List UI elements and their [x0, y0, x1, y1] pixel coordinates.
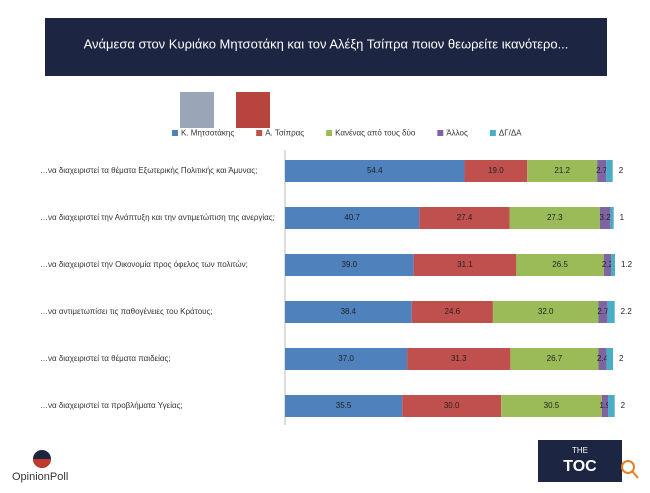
value-label: 37.0: [338, 354, 354, 363]
bar-segment: [411, 301, 493, 323]
value-label: 2.2: [621, 307, 633, 316]
bar-segment: [402, 395, 502, 417]
bar-segment: [599, 207, 611, 229]
bar-segment: [501, 395, 602, 417]
category-label: …να διαχειριστεί τα θέματα Εξωτερικής Πο…: [40, 166, 257, 175]
value-label: 30.0: [444, 401, 460, 410]
zoom-icon[interactable]: [631, 470, 639, 479]
bar-segment: [527, 160, 598, 182]
bar-segment: [285, 207, 420, 229]
bar-segment: [285, 301, 412, 323]
bar-segment: [611, 254, 615, 276]
logo-text: OpinionPoll: [12, 471, 68, 483]
bar-segment: [464, 160, 528, 182]
value-label: 1.9: [599, 401, 611, 410]
bar-segment: [603, 254, 612, 276]
chart-title: Ανάμεσα στον Κυριάκο Μητσοτάκη και τον Α…: [84, 36, 569, 51]
value-label: 19.0: [488, 166, 504, 175]
value-label: 2: [619, 166, 624, 175]
legend-label: Α. Τσίπρας: [265, 129, 304, 138]
value-label: 27.3: [547, 213, 563, 222]
bar-segment: [285, 348, 408, 370]
value-label: 39.0: [342, 260, 358, 269]
photo: [180, 92, 214, 128]
value-label: 2.2: [602, 260, 614, 269]
value-label: 2: [619, 354, 624, 363]
logo-box: [538, 440, 622, 482]
value-label: 38.4: [341, 307, 357, 316]
legend-swatch: [326, 130, 333, 136]
photo: [236, 92, 270, 128]
value-label: 2: [621, 401, 626, 410]
bar-segment: [285, 254, 414, 276]
legend-swatch: [489, 130, 496, 136]
category-label: …να διαχειριστεί τα προβλήματα Υγείας;: [40, 401, 183, 410]
bar-segment: [606, 160, 613, 182]
legend-label: ΔΓ/ΔΑ: [499, 129, 522, 138]
legend-swatch: [256, 130, 263, 136]
value-label: 1: [620, 213, 625, 222]
value-label: 31.3: [451, 354, 467, 363]
value-label: 26.7: [547, 354, 563, 363]
value-label: 1.2: [621, 260, 633, 269]
value-label: 40.7: [344, 213, 360, 222]
title-box: [45, 18, 607, 76]
legend-label: Άλλος: [446, 129, 468, 138]
bar-segment: [407, 348, 511, 370]
category-label: …να διαχειριστεί τα θέματα παιδείας;: [40, 354, 171, 363]
category-label: …να αντιμετωπίσει τις παθογένειες του Κρ…: [40, 307, 213, 316]
value-label: 30.5: [544, 401, 560, 410]
bar-segment: [601, 395, 609, 417]
logo-text: TOC: [563, 458, 597, 475]
value-label: 21.2: [554, 166, 570, 175]
bar-segment: [598, 348, 607, 370]
legend-swatch: [437, 130, 444, 136]
bar-segment: [608, 395, 615, 417]
bar-segment: [413, 254, 517, 276]
bar-segment: [597, 160, 607, 182]
bar-segment: [516, 254, 604, 276]
bar-segment: [510, 348, 599, 370]
bar-segment: [509, 207, 600, 229]
logo-icon: [33, 459, 51, 468]
legend-label: Κ. Μητσοτάκης: [181, 129, 234, 138]
value-label: 32.0: [538, 307, 554, 316]
bar-segment: [419, 207, 510, 229]
value-label: 31.1: [457, 260, 473, 269]
value-label: 27.4: [457, 213, 473, 222]
logo-text: THE: [572, 446, 588, 455]
value-label: 24.6: [445, 307, 461, 316]
value-label: 3.2: [600, 213, 612, 222]
category-label: …να διαχειριστεί την Οικονομία προς όφελ…: [40, 260, 248, 269]
bar-segment: [285, 160, 465, 182]
value-label: 54.4: [367, 166, 383, 175]
category-label: …να διαχειριστεί την Ανάπτυξη και την αν…: [40, 213, 275, 222]
zoom-icon[interactable]: [621, 460, 635, 474]
value-label: 2.7: [597, 307, 609, 316]
legend-label: Κανένας από τους δύο: [335, 129, 416, 138]
legend-swatch: [172, 130, 178, 136]
value-label: 35.5: [336, 401, 352, 410]
bar-segment: [285, 395, 403, 417]
value-label: 2.4: [597, 354, 609, 363]
value-label: 2.7: [596, 166, 608, 175]
bar-segment: [607, 301, 615, 323]
bar-segment: [492, 301, 599, 323]
bar-segment: [606, 348, 614, 370]
value-label: 26.5: [552, 260, 568, 269]
bar-segment: [598, 301, 608, 323]
bar-segment: [610, 207, 614, 229]
